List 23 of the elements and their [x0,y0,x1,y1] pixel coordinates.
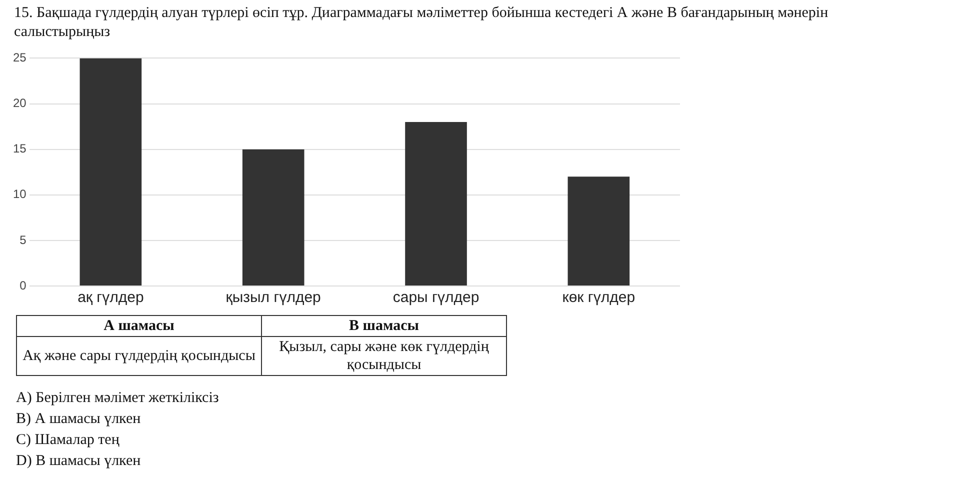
text: А) Берілген мәлімет жеткіліксіз [16,389,219,408]
text: В шамасы [262,316,506,336]
y-tick-label: 25 [12,50,27,65]
x-tick-label: ақ гүлдер [78,289,144,306]
bar [405,122,467,286]
text: Ақ және сары гүлдердің қосындысы [16,336,262,376]
x-tick-label: көк гүлдер [562,289,636,306]
chart-title: 15. Бақшада гүлдердің алуан түрлері өсіп тұр. Диаграммадағы мәліметтер бойынша кестедегі А және В бағандарының мәнерін салыстырыңыз [14,4,830,42]
x-tick-label: қызыл гүлдер [226,289,321,306]
y-tick-label: 20 [12,96,27,110]
x-tick-label: сары гүлдер [392,289,480,306]
text: D) В шамасы үлкен [16,452,142,471]
text: А шамасы [16,316,262,336]
bar [242,149,304,286]
y-tick-label: 5 [20,232,27,247]
y-tick-label: 15 [12,142,27,156]
y-tick-label: 10 [12,187,27,202]
text: В) А шамасы үлкен [16,410,142,429]
bar [568,176,630,286]
text: Қызыл, сары және көк гүлдердің қосындысы [262,336,506,376]
y-tick-label: 0 [20,278,27,292]
text: С) Шамалар тең [16,431,120,450]
bar [80,58,142,286]
